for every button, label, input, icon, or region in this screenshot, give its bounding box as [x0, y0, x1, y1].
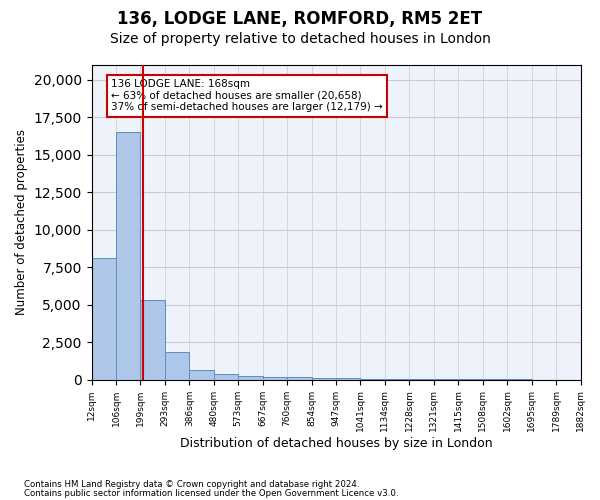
Text: Contains public sector information licensed under the Open Government Licence v3: Contains public sector information licen…: [24, 488, 398, 498]
Text: Size of property relative to detached houses in London: Size of property relative to detached ho…: [110, 32, 490, 46]
Bar: [214, 374, 238, 380]
Bar: [116, 132, 140, 380]
Bar: [92, 258, 116, 380]
Bar: [361, 378, 385, 380]
Y-axis label: Number of detached properties: Number of detached properties: [15, 130, 28, 316]
Bar: [190, 370, 214, 380]
Bar: [385, 379, 409, 380]
Bar: [287, 376, 311, 380]
Bar: [140, 300, 165, 380]
Bar: [311, 378, 336, 380]
Bar: [263, 376, 287, 380]
X-axis label: Distribution of detached houses by size in London: Distribution of detached houses by size …: [180, 437, 493, 450]
Bar: [336, 378, 361, 380]
Text: 136 LODGE LANE: 168sqm
← 63% of detached houses are smaller (20,658)
37% of semi: 136 LODGE LANE: 168sqm ← 63% of detached…: [111, 79, 383, 112]
Text: Contains HM Land Registry data © Crown copyright and database right 2024.: Contains HM Land Registry data © Crown c…: [24, 480, 359, 489]
Text: 136, LODGE LANE, ROMFORD, RM5 2ET: 136, LODGE LANE, ROMFORD, RM5 2ET: [118, 10, 482, 28]
Bar: [238, 376, 263, 380]
Bar: [165, 352, 190, 380]
